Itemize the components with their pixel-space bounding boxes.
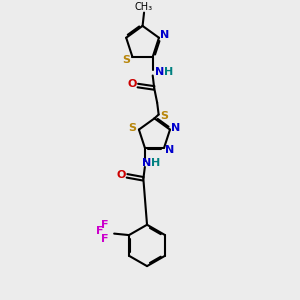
- Text: N: N: [154, 67, 164, 77]
- Text: O: O: [128, 80, 137, 89]
- Text: F: F: [101, 220, 109, 230]
- Text: N: N: [160, 30, 169, 40]
- Text: F: F: [101, 234, 109, 244]
- Text: N: N: [171, 123, 181, 133]
- Text: F: F: [96, 226, 104, 236]
- Text: H: H: [151, 158, 160, 168]
- Text: S: S: [122, 56, 130, 65]
- Text: H: H: [164, 67, 173, 77]
- Text: O: O: [117, 170, 126, 180]
- Text: N: N: [165, 145, 175, 154]
- Text: S: S: [128, 123, 136, 133]
- Text: CH₃: CH₃: [135, 2, 153, 12]
- Text: S: S: [160, 111, 168, 121]
- Text: N: N: [142, 158, 151, 168]
